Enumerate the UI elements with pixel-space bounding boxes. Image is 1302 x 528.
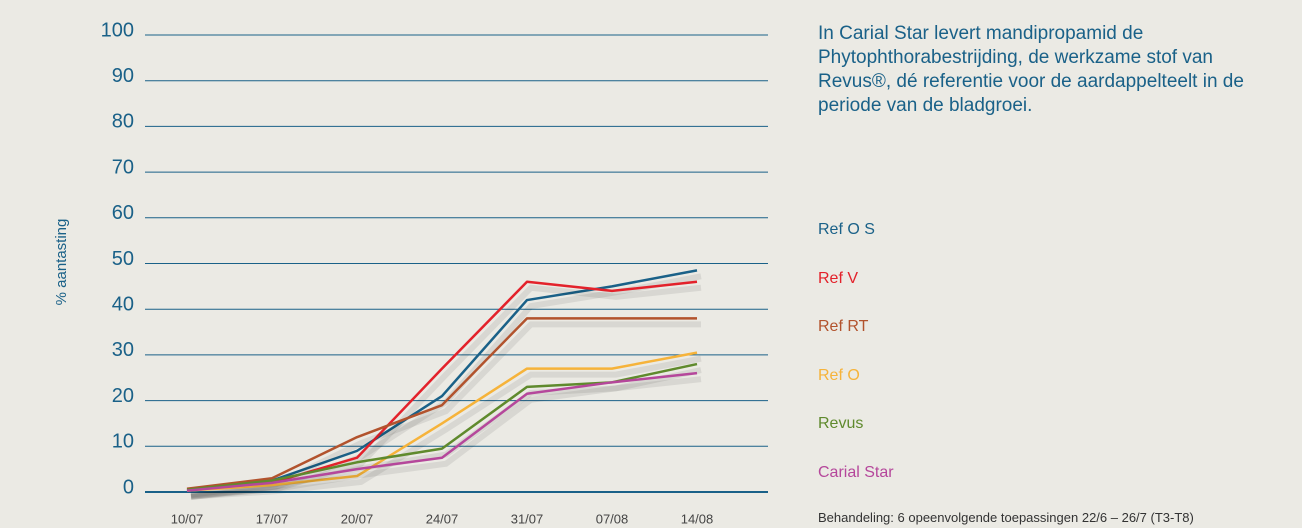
x-tick-label: 24/07 [426,511,459,526]
line-shadow [190,376,702,500]
y-tick-label: 40 [112,293,134,315]
line-shadow [190,284,702,499]
legend-entry: Ref O S [818,221,875,238]
series-line [186,371,698,492]
chart: % aantasting 0 10 20 30 40 50 60 70 80 90 100 10/07… [53,19,768,526]
y-tick-label: 20 [112,385,134,407]
x-tick-label: 07/08 [596,511,629,526]
y-tick-label: 50 [112,248,134,270]
x-tick-label: 17/07 [256,511,289,526]
y-axis-label: % aantasting [53,219,70,306]
legend-entry: Ref V [818,269,859,287]
y-tick-label: 0 [123,476,134,498]
legend: Ref O S Ref V Ref RT Ref O Revus Carial Star [818,220,894,511]
y-tick-label: 80 [112,111,134,133]
y-tick-label: 30 [112,339,134,361]
series-line [186,351,698,492]
y-tick-label: 70 [112,156,134,178]
series-line [186,317,697,491]
description: In Carial Star levert mandipropamid de P… [818,23,1244,116]
x-tick-label: 14/08 [681,511,714,526]
x-tick-label: 20/07 [341,511,374,526]
legend-entry: Ref O [818,366,860,384]
x-tick-label: 31/07 [511,511,544,526]
legend-entry: Carial Star [818,463,894,481]
y-tick-label: 60 [112,202,134,224]
line-shadow [190,355,702,500]
y-tick-label: 10 [112,431,134,453]
line-shadow [190,321,701,498]
legend-entry: Revus [818,415,864,432]
y-tick-label: 90 [112,65,134,87]
note: Behandeling: 6 opeenvolgende toepassinge… [818,510,1194,525]
x-tick-label: 10/07 [171,511,204,526]
legend-entry: Ref RT [818,318,869,335]
y-tick-label: 100 [101,19,134,41]
